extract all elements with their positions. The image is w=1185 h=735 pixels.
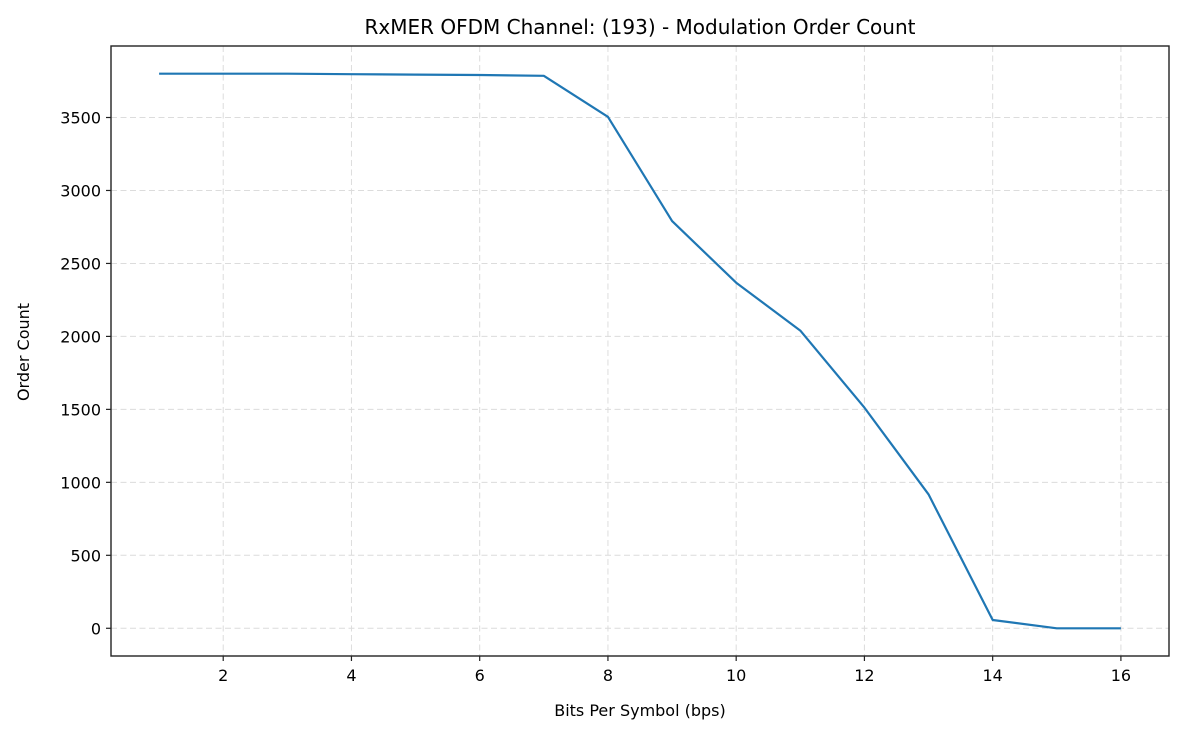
y-axis-label: Order Count	[14, 303, 33, 401]
y-tick-label: 2000	[60, 327, 101, 346]
x-tick-label: 12	[854, 666, 874, 685]
x-tick-label: 4	[346, 666, 356, 685]
y-axis-ticks: 0 500 1000 1500 2000 2500 3000 3500	[60, 109, 111, 638]
plot-area-frame	[110, 45, 1170, 657]
x-tick-label: 2	[218, 666, 228, 685]
x-tick-label: 6	[475, 666, 485, 685]
series-layer	[159, 72, 1121, 630]
series-line	[159, 72, 1121, 630]
y-tick-label: 2500	[60, 254, 101, 273]
x-axis-ticks: 2 4 6 8 10 12 14 16	[218, 656, 1131, 685]
y-tick-label: 1500	[60, 400, 101, 419]
x-gridlines	[222, 46, 1122, 656]
x-axis-label: Bits Per Symbol (bps)	[554, 701, 726, 720]
y-gridlines	[111, 117, 1169, 629]
x-tick-label: 8	[603, 666, 613, 685]
y-tick-label: 0	[91, 619, 101, 638]
y-tick-label: 500	[70, 546, 101, 565]
y-tick-label: 3500	[60, 109, 101, 128]
x-tick-label: 10	[726, 666, 746, 685]
x-tick-label: 14	[982, 666, 1002, 685]
y-tick-label: 1000	[60, 473, 101, 492]
y-tick-label: 3000	[60, 181, 101, 200]
x-tick-label: 16	[1111, 666, 1131, 685]
chart-title: RxMER OFDM Channel: (193) - Modulation O…	[365, 15, 916, 39]
